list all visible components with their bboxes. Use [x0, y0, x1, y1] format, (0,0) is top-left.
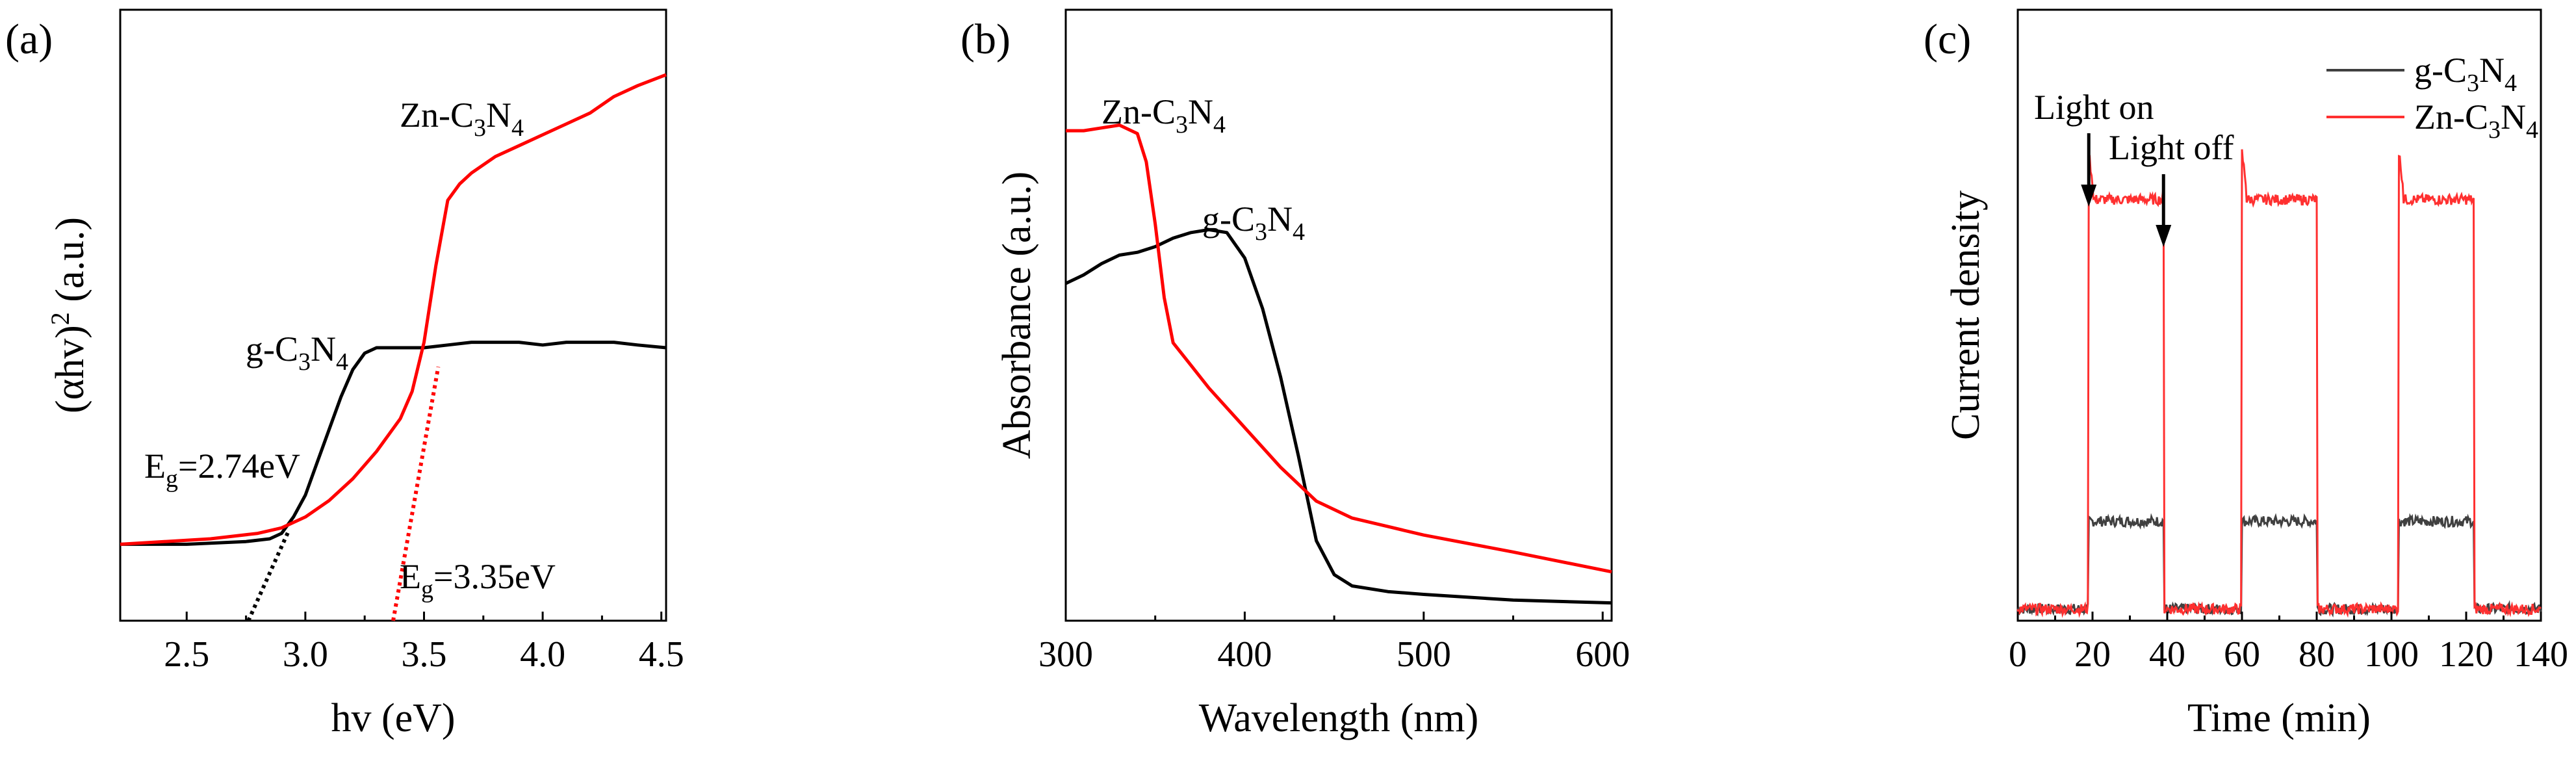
panel-a-y-axis-label: (αhv)2 (a.u.)	[45, 217, 92, 413]
panel-c-series	[2016, 149, 2542, 618]
panel-a-fit-line-0	[246, 530, 291, 622]
panel-b-g-label: g-C3N4	[1202, 200, 1305, 246]
panel-c-legend: g-C3N4 Zn-C3N4	[2326, 51, 2538, 144]
panel-a-label: (a)	[5, 16, 53, 63]
panel-a-fit-line-1	[391, 366, 441, 621]
panel-c-tick-label: 20	[2074, 634, 2111, 675]
arrow-head-0	[2081, 185, 2097, 207]
panel-c-tick-label: 80	[2299, 634, 2335, 675]
panel-c-label: (c)	[1924, 16, 1971, 63]
panel-b-series-g-C3N4	[1064, 227, 1612, 605]
panel-a-series-g-C3N4	[120, 341, 667, 546]
legend-g-label: g-C3N4	[2414, 51, 2517, 97]
panel-c-tick-label: 40	[2149, 634, 2185, 675]
panel-b-series-Zn-C3N4	[1066, 123, 1612, 574]
panel-a-tick-label: 3.0	[283, 634, 328, 675]
panel-a-fit-lines	[246, 366, 441, 622]
panel-b-y-axis-label: Absorbance (a.u.)	[995, 172, 1039, 459]
panel-a-tick-label: 3.5	[401, 634, 446, 675]
panel-b-frame	[1064, 8, 1613, 622]
panel-b-tick-label: 400	[1217, 634, 1272, 675]
panel-a-tick-label: 4.0	[520, 634, 565, 675]
panel-a: (a) 2.5 3.0 3.5 4.0 4.5 hv (eV) (αhv)2 (a.u.…	[5, 8, 684, 740]
panel-c: (c) 0 20 40 60 80 100 120 140 Time (min) Curren…	[1924, 8, 2568, 740]
panel-c-arrows	[2081, 133, 2172, 247]
panel-c-x-axis-label: Time (min)	[2187, 696, 2371, 740]
panel-b-label: (b)	[960, 16, 1011, 63]
panel-c-y-axis-label: Current density	[1944, 190, 1988, 440]
panel-c-tick-label: 60	[2224, 634, 2260, 675]
panel-c-x-ticks: 0 20 40 60 80 100 120 140	[2009, 612, 2568, 675]
panel-c-series-g-C3N4	[2017, 513, 2542, 618]
panel-a-x-axis-label: hv (eV)	[331, 696, 455, 740]
panel-c-series-Zn-C3N4	[2016, 149, 2542, 618]
panel-b-series	[1064, 123, 1612, 605]
panel-b-tick-label: 600	[1575, 634, 1630, 675]
panel-a-g-label: g-C3N4	[246, 330, 348, 376]
panel-a-eg-g-label: Eg=2.74eV	[144, 447, 300, 493]
panel-c-tick-label: 0	[2009, 634, 2027, 675]
panel-b-x-axis-label: Wavelength (nm)	[1199, 696, 1479, 740]
arrow-head-1	[2156, 225, 2172, 247]
panel-b-zn-label: Zn-C3N4	[1101, 92, 1226, 138]
panel-a-series	[120, 73, 667, 546]
panel-b-tick-label: 300	[1038, 634, 1093, 675]
panel-a-zn-label: Zn-C3N4	[400, 96, 524, 142]
panel-b: (b) 300 400 500 600 Wavelength (nm) Absorba…	[960, 8, 1630, 740]
panel-c-tick-label: 120	[2439, 634, 2493, 675]
panel-a-x-ticks: 2.5 3.0 3.5 4.0 4.5	[164, 612, 684, 675]
panel-c-tick-label: 100	[2364, 634, 2419, 675]
legend-zn-label: Zn-C3N4	[2414, 97, 2538, 144]
panel-a-series-Zn-C3N4	[120, 73, 667, 546]
panel-a-tick-label: 2.5	[164, 634, 209, 675]
panel-a-eg-zn-label: Eg=3.35eV	[400, 557, 556, 603]
panel-b-x-ticks: 300 400 500 600	[1038, 612, 1630, 675]
light-off-label: Light off	[2109, 128, 2234, 167]
panel-c-tick-label: 140	[2514, 634, 2568, 675]
light-on-label: Light on	[2034, 88, 2154, 127]
panel-b-tick-label: 500	[1397, 634, 1451, 675]
panel-a-tick-label: 4.5	[639, 634, 684, 675]
panel-a-frame	[119, 8, 667, 622]
